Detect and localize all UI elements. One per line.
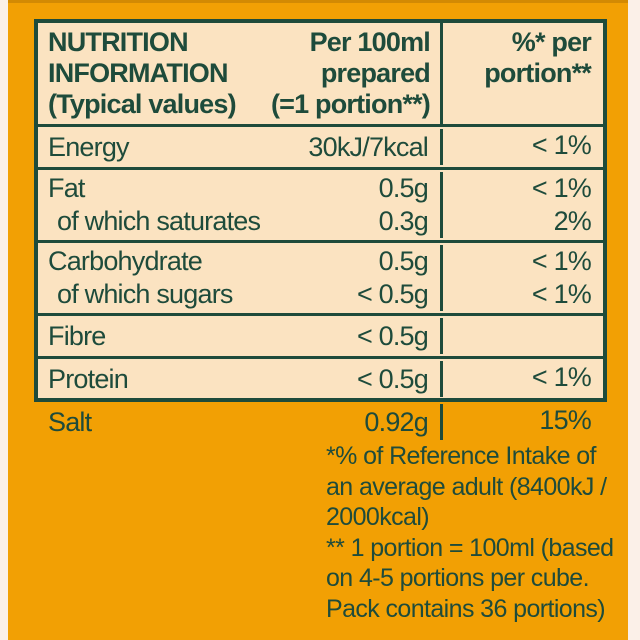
header-title-line: (Typical values) — [48, 89, 237, 119]
nutrient-name: Fibre — [48, 320, 106, 351]
nutrient-percent: < 1% — [440, 129, 603, 165]
header-per-100ml: Per 100ml prepared (=1 portion**) — [270, 27, 431, 120]
nutrient-percent: < 1% — [440, 172, 603, 205]
footnote-reference-intake: 2000kcal) — [326, 503, 430, 531]
nutrient-value: < 0.5g — [356, 320, 429, 351]
footnotes: *% of Reference Intake of an average adu… — [326, 441, 626, 624]
nutrient-percent — [440, 318, 603, 354]
row-group-protein: Protein < 0.5g < 1% — [38, 356, 603, 399]
header-title: NUTRITION INFORMATION (Typical values) — [48, 27, 237, 120]
nutrient-name: Fat — [48, 173, 85, 203]
nutrient-percent: 15% — [440, 404, 603, 440]
footnote-portion-definition: on 4-5 portions per cube. — [326, 564, 590, 592]
footnote-reference-intake: an average adult (8400kJ / — [326, 472, 607, 501]
nutrient-name: Carbohydrate — [48, 246, 203, 276]
footnote-portion-definition: ** 1 portion = 100ml (based — [326, 533, 614, 562]
row-group-carbohydrate: Carbohydrate 0.5g < 1% of which sugars <… — [38, 240, 603, 313]
row-group-fat: Fat 0.5g < 1% of which saturates 0.3g 2% — [38, 167, 603, 240]
nutrient-percent: < 1% — [440, 245, 603, 278]
nutrient-value: 0.3g — [378, 206, 429, 236]
nutrient-percent: 2% — [440, 205, 603, 238]
nutrient-name: Protein — [48, 363, 129, 394]
header-percent-line: portion** — [484, 58, 592, 88]
nutrient-value: 30kJ/7kcal — [308, 131, 428, 162]
nutrient-value: < 0.5g — [356, 363, 429, 394]
header-percent-per-portion: %* per portion** — [440, 23, 603, 124]
header-title-line: INFORMATION — [48, 58, 228, 88]
row-group-energy: Energy 30kJ/7kcal < 1% — [38, 124, 603, 167]
footnote-portion-definition: Pack contains 36 portions) — [326, 594, 606, 623]
nutrient-value: < 0.5g — [356, 279, 429, 309]
packaging-label-background: NUTRITION INFORMATION (Typical values) P… — [8, 0, 628, 640]
footnote-reference-intake: *% of Reference Intake of — [326, 442, 596, 470]
header-per-line: Per 100ml — [309, 27, 431, 57]
nutrient-value: 0.5g — [378, 246, 429, 276]
header-title-line: NUTRITION — [48, 27, 189, 57]
row-group-fibre: Fibre < 0.5g — [38, 313, 603, 356]
nutrition-table: NUTRITION INFORMATION (Typical values) P… — [34, 19, 607, 440]
row-group-salt: Salt 0.92g 15% — [38, 399, 603, 442]
nutrient-percent: < 1% — [440, 278, 603, 311]
nutrition-table-header: NUTRITION INFORMATION (Typical values) P… — [38, 23, 603, 124]
nutrient-subname: of which sugars — [57, 279, 233, 309]
header-per-line: prepared — [320, 58, 431, 88]
nutrient-value: 0.5g — [378, 173, 429, 203]
nutrient-name: Salt — [48, 406, 92, 437]
nutrient-subname: of which saturates — [57, 206, 261, 236]
nutrient-name: Energy — [48, 131, 130, 162]
header-percent-line: %* per — [511, 27, 592, 57]
header-per-line: (=1 portion**) — [270, 89, 431, 119]
nutrient-value: 0.92g — [364, 406, 428, 437]
nutrient-percent: < 1% — [440, 361, 603, 397]
